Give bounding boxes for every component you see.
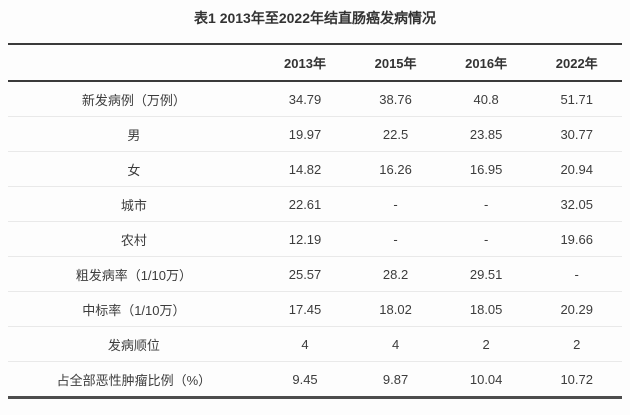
header-cell-2016: 2016年 (440, 43, 532, 82)
cell-value: 19.66 (531, 221, 622, 257)
cell-value: 23.85 (440, 116, 532, 152)
table-row: 粗发病率（1/10万） 25.57 28.2 29.51 - (8, 256, 622, 292)
cell-value: 16.95 (440, 151, 532, 187)
cell-value: 14.82 (259, 151, 351, 187)
cell-value: 10.04 (440, 361, 532, 399)
table-row: 城市 22.61 - - 32.05 (8, 186, 622, 222)
cell-value: 29.51 (440, 256, 532, 292)
cell-value: 19.97 (259, 116, 351, 152)
header-cell-2013: 2013年 (259, 43, 351, 82)
cell-value: 4 (350, 326, 441, 362)
cell-value: 28.2 (350, 256, 441, 292)
table-row: 女 14.82 16.26 16.95 20.94 (8, 151, 622, 187)
cell-value: 51.71 (531, 81, 622, 117)
table-row: 发病顺位 4 4 2 2 (8, 326, 622, 362)
row-label: 占全部恶性肿瘤比例（%） (8, 361, 260, 399)
table-title: 表1 2013年至2022年结直肠癌发病情况 (194, 10, 436, 26)
cell-value: 18.05 (440, 291, 532, 327)
cell-value: 4 (259, 326, 351, 362)
header-row: 2013年 2015年 2016年 2022年 (8, 43, 622, 82)
incidence-table: 2013年 2015年 2016年 2022年 新发病例（万例） 34.79 3… (8, 43, 622, 399)
table-row: 新发病例（万例） 34.79 38.76 40.8 51.71 (8, 81, 622, 117)
cell-value: 34.79 (259, 81, 351, 117)
cell-value: - (440, 186, 532, 222)
table-row: 农村 12.19 - - 19.66 (8, 221, 622, 257)
cell-value: - (440, 221, 532, 257)
cell-value: 9.45 (259, 361, 351, 399)
table-row: 中标率（1/10万） 17.45 18.02 18.05 20.29 (8, 291, 622, 327)
cell-value: - (531, 256, 622, 292)
row-label: 新发病例（万例） (8, 81, 260, 117)
cell-value: 20.94 (531, 151, 622, 187)
cell-value: 22.5 (350, 116, 441, 152)
table-row: 占全部恶性肿瘤比例（%） 9.45 9.87 10.04 10.72 (8, 361, 622, 399)
cell-value: - (350, 186, 441, 222)
cell-value: 20.29 (531, 291, 622, 327)
row-label: 发病顺位 (8, 326, 260, 362)
header-cell-blank (8, 43, 260, 82)
cell-value: - (350, 221, 441, 257)
header-cell-2022: 2022年 (531, 43, 622, 82)
table-row: 男 19.97 22.5 23.85 30.77 (8, 116, 622, 152)
cell-value: 17.45 (259, 291, 351, 327)
row-label: 女 (8, 151, 260, 187)
cell-value: 10.72 (531, 361, 622, 399)
cell-value: 30.77 (531, 116, 622, 152)
cell-value: 2 (440, 326, 532, 362)
row-label: 粗发病率（1/10万） (8, 256, 260, 292)
row-label: 农村 (8, 221, 260, 257)
cell-value: 22.61 (259, 186, 351, 222)
row-label: 男 (8, 116, 260, 152)
cell-value: 12.19 (259, 221, 351, 257)
cell-value: 2 (531, 326, 622, 362)
cell-value: 38.76 (350, 81, 441, 117)
cell-value: 16.26 (350, 151, 441, 187)
cell-value: 9.87 (350, 361, 441, 399)
cell-value: 25.57 (259, 256, 351, 292)
cell-value: 32.05 (531, 186, 622, 222)
cell-value: 40.8 (440, 81, 532, 117)
row-label: 城市 (8, 186, 260, 222)
cell-value: 18.02 (350, 291, 441, 327)
header-cell-2015: 2015年 (350, 43, 441, 82)
row-label: 中标率（1/10万） (8, 291, 260, 327)
